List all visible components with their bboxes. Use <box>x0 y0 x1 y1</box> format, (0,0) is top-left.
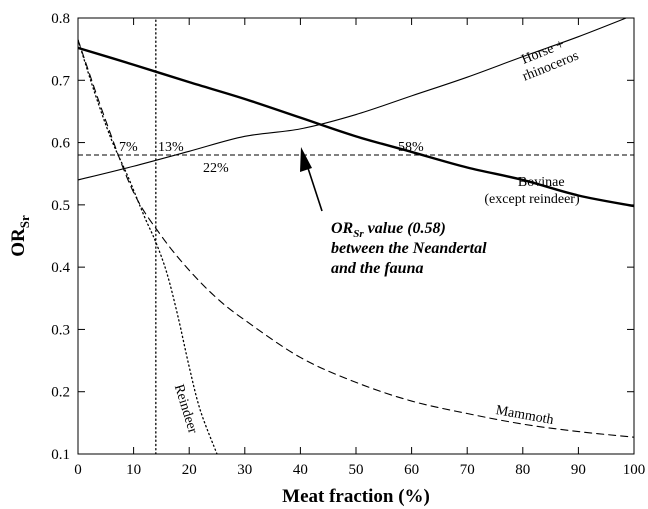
y-tick-label: 0.5 <box>51 198 70 214</box>
y-tick-label: 0.7 <box>51 73 70 89</box>
annotation-line3: and the fauna <box>331 260 423 277</box>
x-tick-label: 50 <box>349 462 364 478</box>
x-tick-label: 20 <box>182 462 197 478</box>
series-line-bovinae <box>78 46 634 208</box>
y-axis: 0.1 0.2 0.3 0.4 0.5 0.6 0.7 0.8 <box>51 11 634 463</box>
series-label-mammoth: Mammoth <box>495 403 555 428</box>
annotation-line2: between the Neandertal <box>331 240 487 257</box>
series-label-reindeer: Reindeer <box>171 383 200 436</box>
series-line-horse <box>78 18 628 181</box>
x-tick-label: 60 <box>404 462 419 478</box>
annotation-arrowhead <box>300 147 312 172</box>
y-tick-label: 0.3 <box>51 322 70 338</box>
x-axis: 0 10 20 30 40 50 60 70 80 90 100 <box>74 18 645 478</box>
annotation-line1: ORSr value (0.58) <box>331 220 446 240</box>
x-tick-label: 100 <box>623 462 646 478</box>
intersection-label-7: 7% <box>119 140 138 155</box>
intersection-label-22: 22% <box>203 161 229 176</box>
series-label-bovinae: Bovinae (except reindeer) <box>484 175 580 207</box>
intersection-label-58: 58% <box>398 140 424 155</box>
y-axis-title: ORSr <box>8 215 32 257</box>
intersection-label-13: 13% <box>158 140 184 155</box>
x-tick-label: 40 <box>293 462 308 478</box>
y-tick-label: 0.8 <box>51 11 70 27</box>
x-tick-label: 30 <box>237 462 252 478</box>
series-label-horse: Horse + rhinoceros <box>514 34 580 85</box>
annotation-arrow <box>305 161 323 212</box>
series-line-mammoth <box>78 39 634 438</box>
x-tick-label: 10 <box>126 462 141 478</box>
x-axis-title: Meat fraction (%) <box>282 486 430 507</box>
x-tick-label: 90 <box>571 462 586 478</box>
x-tick-label: 70 <box>460 462 475 478</box>
y-tick-label: 0.6 <box>51 136 70 152</box>
x-tick-label: 0 <box>74 462 82 478</box>
series-layer <box>78 18 634 454</box>
y-tick-label: 0.1 <box>51 447 70 463</box>
x-tick-label: 80 <box>515 462 530 478</box>
y-tick-label: 0.2 <box>51 385 70 401</box>
y-tick-label: 0.4 <box>51 260 70 276</box>
